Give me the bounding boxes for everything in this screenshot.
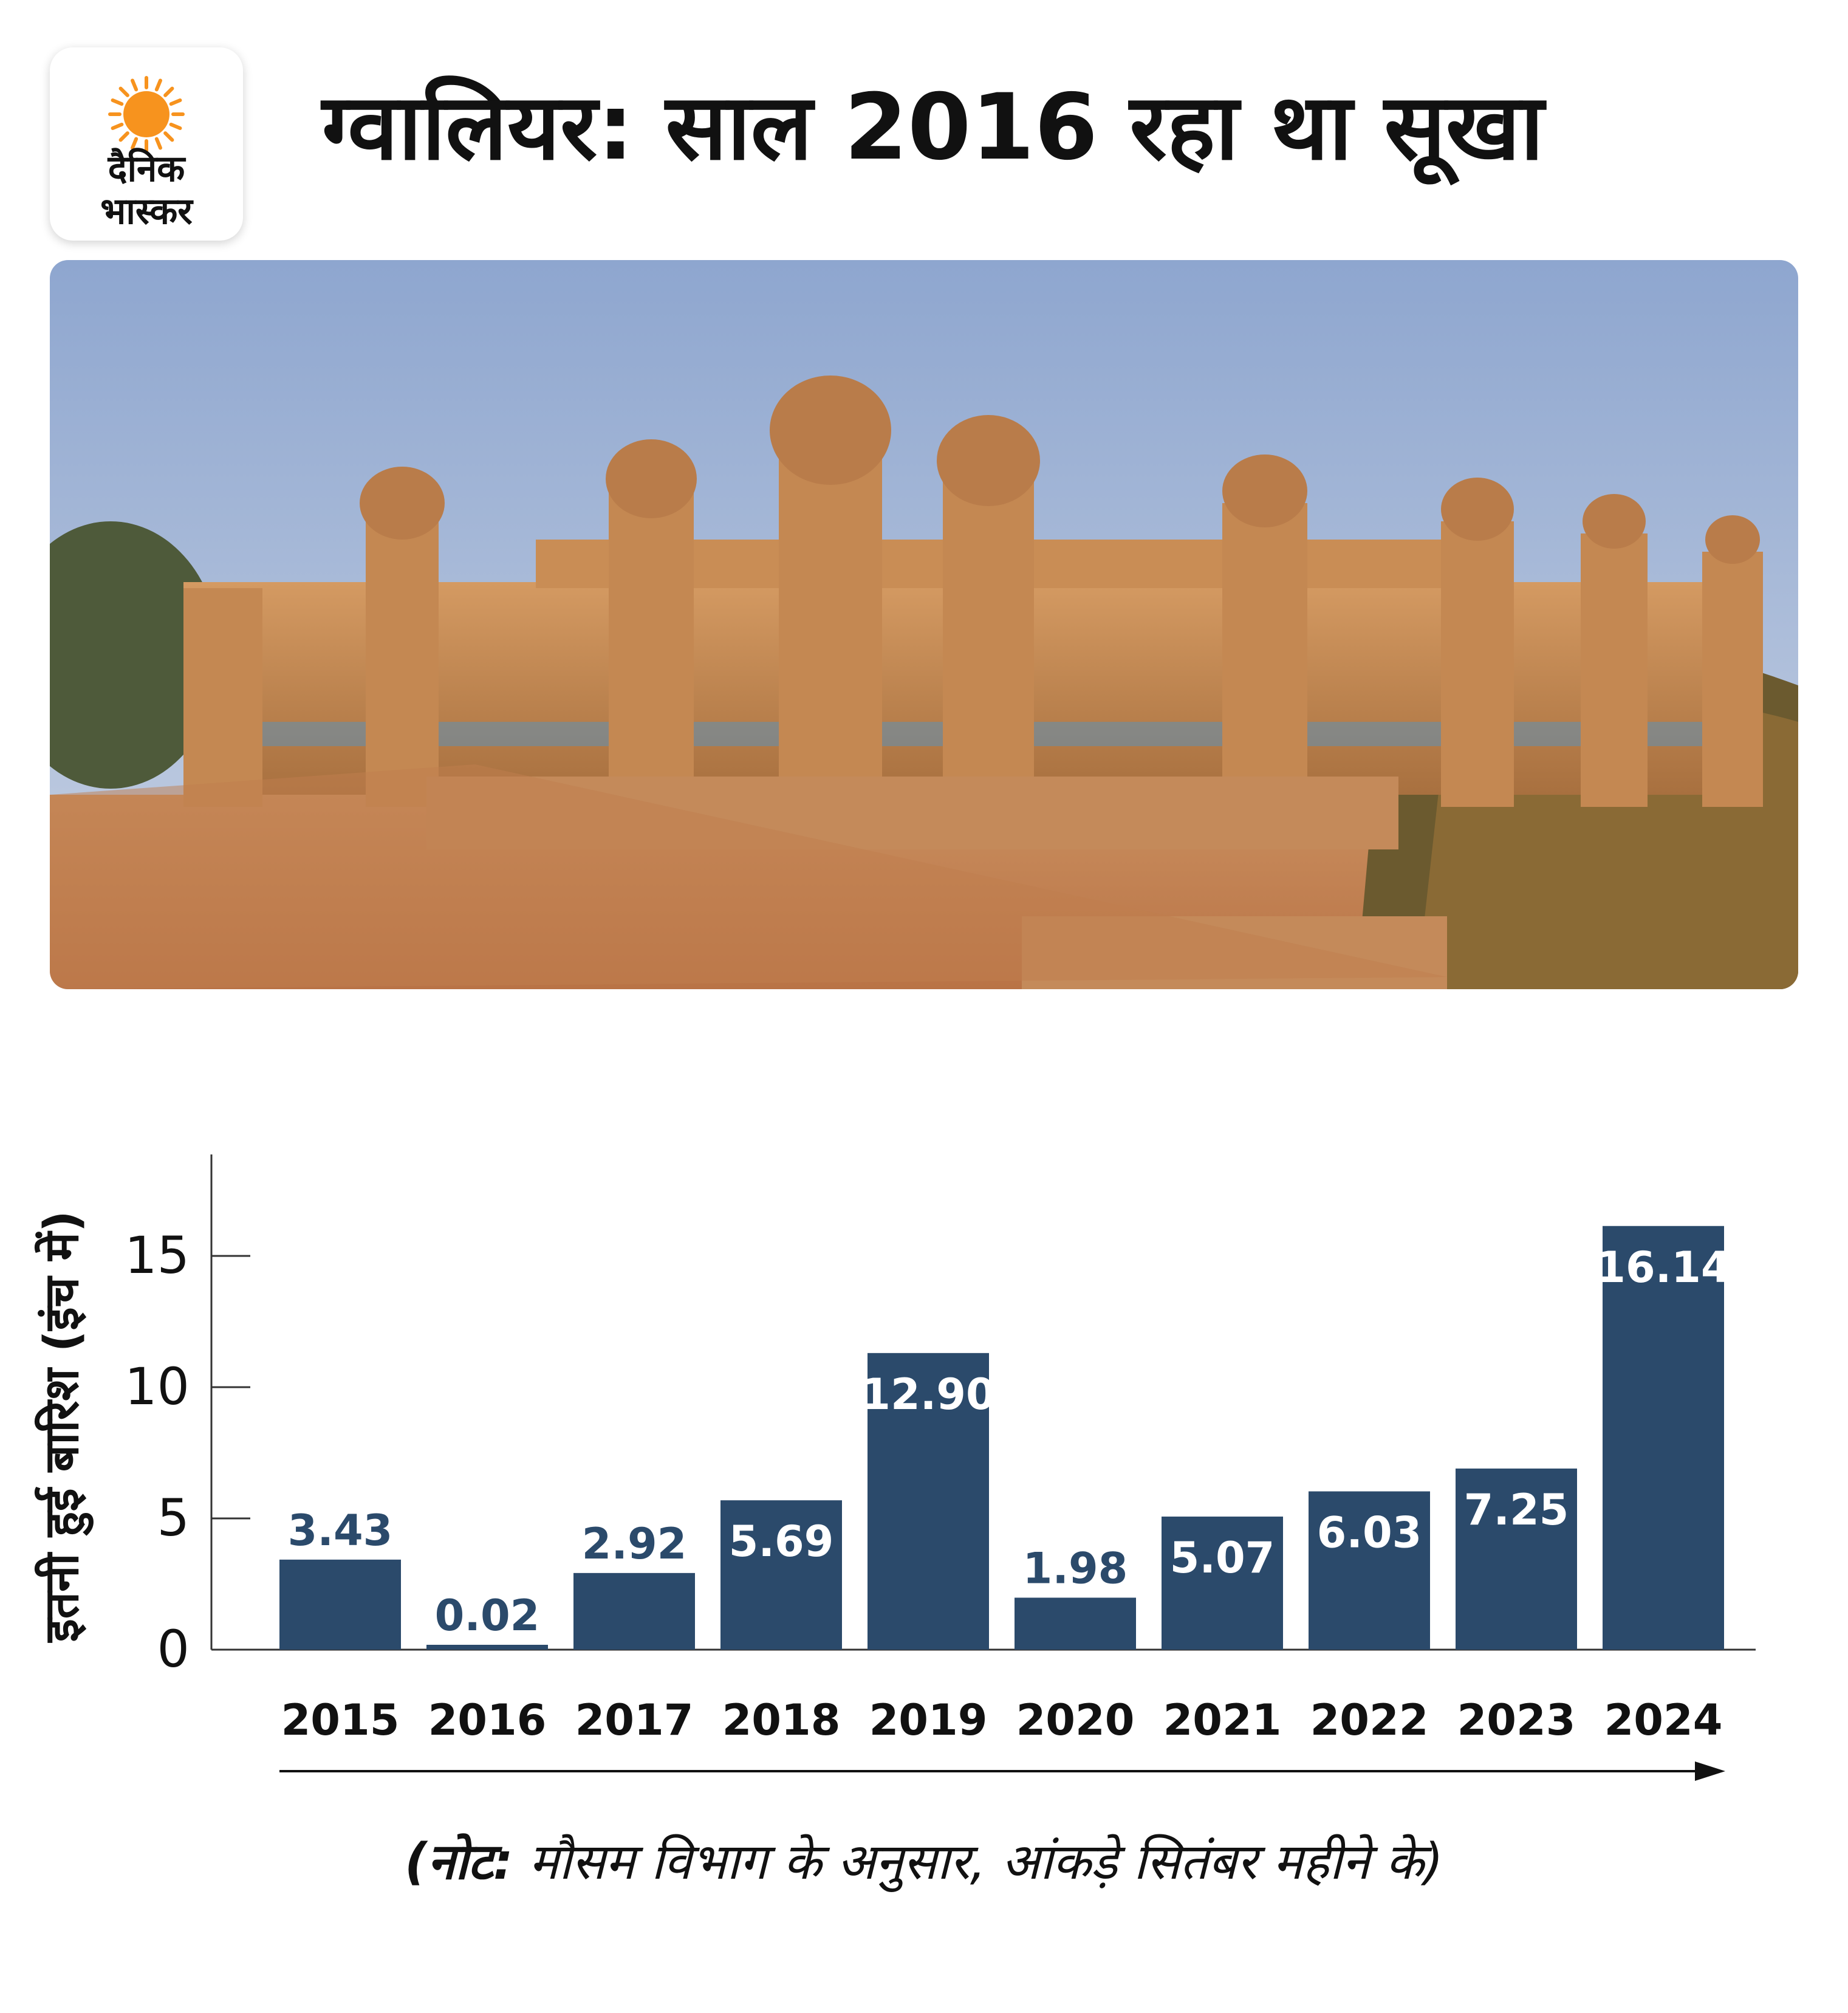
x-tick-label-2024: 2024 [1604, 1695, 1723, 1745]
value-label-2022: 6.03 [1317, 1508, 1422, 1558]
value-label-2016: 0.02 [435, 1591, 540, 1641]
y-axis-title: इतनी हुई बारिश (इंच में) [34, 1210, 94, 1643]
sun-ray [154, 137, 162, 150]
bar-2016 [426, 1645, 548, 1650]
x-tick-label-2018: 2018 [722, 1695, 841, 1745]
sun-ray [163, 131, 174, 142]
bar-2022 [1309, 1491, 1430, 1650]
sun-ray [111, 98, 124, 106]
bar-2019 [868, 1353, 989, 1650]
sun-ray [131, 78, 139, 92]
brand-line2: भास्कर [100, 190, 193, 233]
x-tick-label-2015: 2015 [281, 1695, 400, 1745]
note-prefix: (नोट: [405, 1833, 513, 1891]
sun-ray [118, 86, 129, 97]
sun-ray [131, 137, 139, 150]
x-tick-label-2016: 2016 [428, 1695, 547, 1745]
x-tick-label-2020: 2020 [1016, 1695, 1135, 1745]
fort-photo [50, 260, 1798, 989]
sun-icon [108, 76, 185, 153]
x-tick-label-2021: 2021 [1163, 1695, 1282, 1745]
sun-ray [169, 122, 182, 130]
x-tick-label-2023: 2023 [1457, 1695, 1576, 1745]
rainfall-chart: 0 5 10 15 इतनी हुई बारिश (इंच में) 3.43 2015 0.… [34, 1154, 1756, 1781]
bar-2020 [1015, 1597, 1136, 1650]
value-label-2020: 1.98 [1023, 1543, 1128, 1593]
bar-2015 [279, 1559, 401, 1650]
footnote: (नोट: मौसम विभाग के अनुसार, आंकड़े सितंब… [0, 1826, 1848, 1894]
page-title: ग्वालियर: साल 2016 रहा था सूखा [322, 75, 1544, 180]
bar-2023 [1456, 1468, 1577, 1650]
brand-logo: दैनिक भास्कर [50, 47, 243, 241]
sun-ray [163, 86, 174, 97]
x-tick-label-2022: 2022 [1310, 1695, 1429, 1745]
fort-palace-icon [50, 260, 1798, 989]
bar-2017 [573, 1572, 695, 1650]
y-tick-label: 5 [157, 1488, 190, 1548]
value-label-2023: 7.25 [1464, 1485, 1569, 1535]
value-label-2018: 5.69 [729, 1517, 834, 1566]
value-label-2024: 16.14 [1596, 1243, 1730, 1292]
value-label-2021: 5.07 [1170, 1533, 1275, 1583]
time-arrow-head-icon [1695, 1761, 1725, 1781]
value-label-2019: 12.90 [861, 1370, 995, 1419]
bar-2018 [720, 1500, 842, 1650]
y-tick-label: 15 [125, 1226, 190, 1285]
sun-disc [123, 91, 169, 137]
sun-ray [118, 131, 129, 142]
bar-2024 [1603, 1226, 1724, 1650]
y-tick-label: 0 [157, 1619, 190, 1679]
y-tick-label: 10 [125, 1357, 190, 1416]
value-label-2015: 3.43 [288, 1506, 393, 1555]
brand-line1: दैनिक [108, 148, 185, 190]
sun-ray [154, 78, 162, 92]
sun-ray [169, 98, 182, 106]
note-text: मौसम विभाग के अनुसार, आंकड़े सितंबर महीन… [513, 1833, 1443, 1891]
sun-ray [111, 122, 124, 130]
value-label-2017: 2.92 [582, 1519, 687, 1569]
bar-2021 [1162, 1516, 1283, 1650]
x-tick-label-2017: 2017 [575, 1695, 694, 1745]
x-tick-label-2019: 2019 [869, 1695, 988, 1745]
